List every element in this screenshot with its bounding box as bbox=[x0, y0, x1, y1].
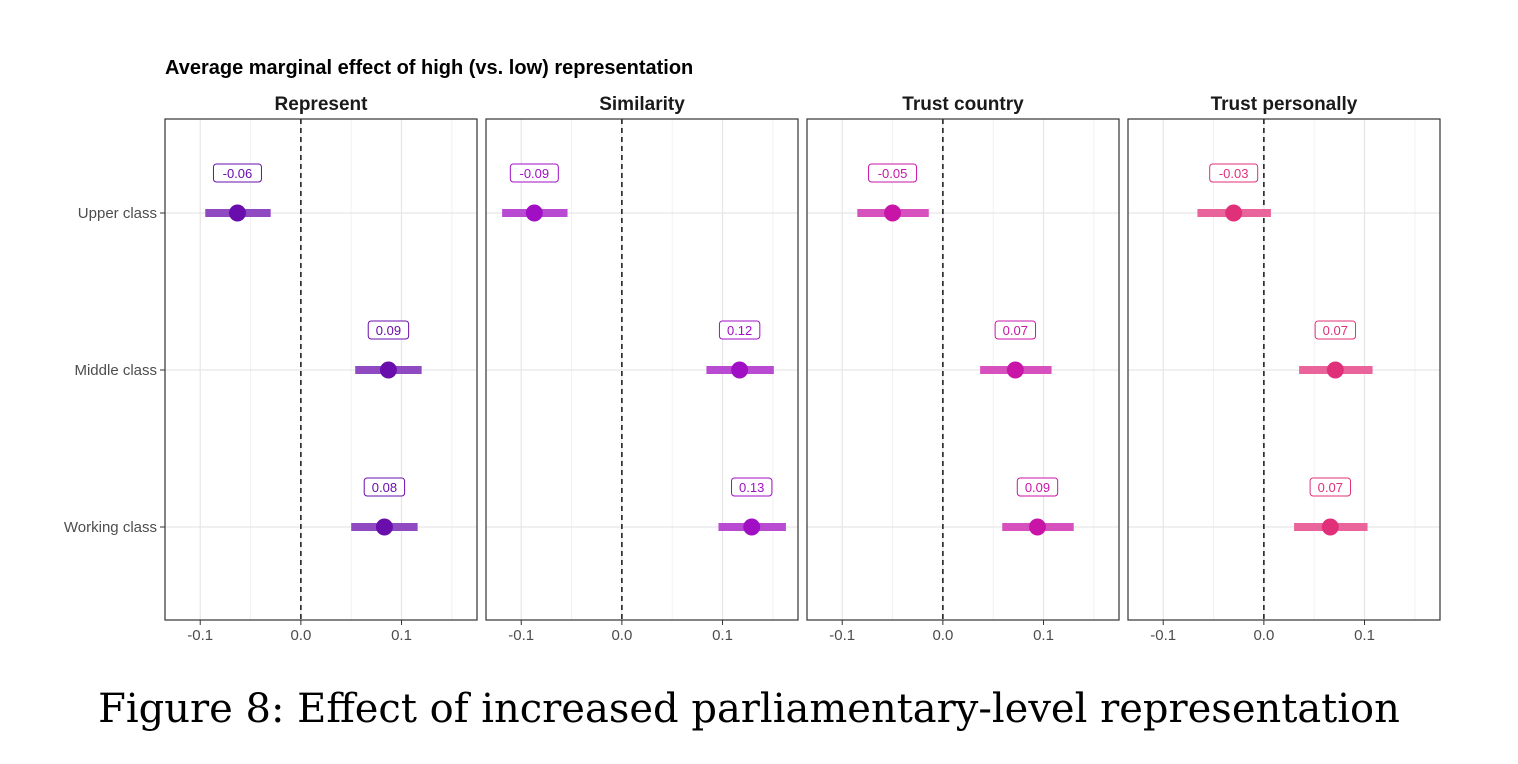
data-label-box bbox=[1209, 163, 1259, 183]
chart-title: Average marginal effect of high (vs. low… bbox=[165, 57, 693, 79]
estimate-point bbox=[731, 361, 749, 379]
data-label-box bbox=[509, 163, 559, 183]
x-tick-label: 0.1 bbox=[1033, 627, 1054, 644]
estimate-point bbox=[375, 518, 393, 536]
panel-border bbox=[1127, 118, 1441, 621]
facet-title: Represent bbox=[275, 94, 369, 115]
data-label-box bbox=[731, 477, 773, 497]
figure-caption: Figure 8: Effect of increased parliament… bbox=[98, 686, 1400, 732]
y-tick-label: Working class bbox=[64, 519, 157, 536]
x-tick-label: -0.1 bbox=[508, 627, 534, 644]
facet-panel: Represent -0.1 0.0 0.1 Upper class Middle cla… bbox=[64, 94, 478, 644]
facet-panel: Similarity -0.1 0.0 0.1 -0.09 0.12 0.13 bbox=[485, 94, 799, 644]
estimate-point bbox=[884, 204, 902, 222]
estimate-point bbox=[1321, 518, 1339, 536]
data-label: 0.13 bbox=[739, 480, 764, 495]
estimate-point bbox=[1326, 361, 1344, 379]
facet-panel: Trust personally -0.1 0.0 0.1 -0.03 0.07 0.07 bbox=[1127, 94, 1441, 644]
x-tick-label: 0.0 bbox=[1253, 627, 1274, 644]
facet-panel: Trust country -0.1 0.0 0.1 -0.05 0.07 0.09 bbox=[806, 94, 1120, 644]
x-tick-label: 0.0 bbox=[611, 627, 632, 644]
facet-title: Trust country bbox=[902, 94, 1024, 115]
y-tick-label: Upper class bbox=[78, 205, 157, 222]
data-label: 0.09 bbox=[1025, 480, 1050, 495]
data-label: 0.07 bbox=[1003, 323, 1028, 338]
data-label-box bbox=[1314, 320, 1357, 340]
x-tick-label: 0.0 bbox=[932, 627, 953, 644]
chart: Average marginal effect of high (vs. low… bbox=[64, 57, 1441, 644]
facet-title: Trust personally bbox=[1211, 94, 1358, 115]
facet-title: Similarity bbox=[599, 94, 685, 115]
x-tick-label: -0.1 bbox=[829, 627, 855, 644]
x-tick-label: 0.1 bbox=[1354, 627, 1375, 644]
data-label-box bbox=[868, 163, 918, 183]
y-tick-label: Middle class bbox=[74, 362, 157, 379]
data-label: -0.03 bbox=[1219, 166, 1249, 181]
x-tick-label: 0.1 bbox=[391, 627, 412, 644]
x-tick-label: 0.1 bbox=[712, 627, 733, 644]
data-label: -0.05 bbox=[878, 166, 908, 181]
x-tick-label: 0.0 bbox=[290, 627, 311, 644]
estimate-point bbox=[1225, 204, 1243, 222]
data-label-box bbox=[367, 320, 410, 340]
estimate-point bbox=[525, 204, 543, 222]
data-label: 0.07 bbox=[1323, 323, 1348, 338]
data-label: 0.07 bbox=[1318, 480, 1343, 495]
data-label: -0.09 bbox=[519, 166, 549, 181]
data-label: 0.08 bbox=[372, 480, 397, 495]
data-label-box bbox=[994, 320, 1037, 340]
panel-border bbox=[806, 118, 1120, 621]
estimate-point bbox=[1028, 518, 1046, 536]
data-label: 0.09 bbox=[376, 323, 401, 338]
data-label: 0.12 bbox=[727, 323, 752, 338]
x-tick-label: -0.1 bbox=[187, 627, 213, 644]
data-label-box bbox=[212, 163, 262, 183]
estimate-point bbox=[743, 518, 761, 536]
data-label-box bbox=[1309, 477, 1351, 497]
data-label-box bbox=[363, 477, 406, 497]
estimate-point bbox=[379, 361, 397, 379]
data-label: -0.06 bbox=[223, 166, 253, 181]
data-label-box bbox=[1016, 477, 1059, 497]
estimate-point bbox=[228, 204, 246, 222]
data-label-box bbox=[718, 320, 761, 340]
estimate-point bbox=[1006, 361, 1024, 379]
facets: Represent -0.1 0.0 0.1 Upper class Middle cla… bbox=[64, 94, 1441, 644]
panel-border bbox=[485, 118, 799, 621]
x-tick-label: -0.1 bbox=[1150, 627, 1176, 644]
